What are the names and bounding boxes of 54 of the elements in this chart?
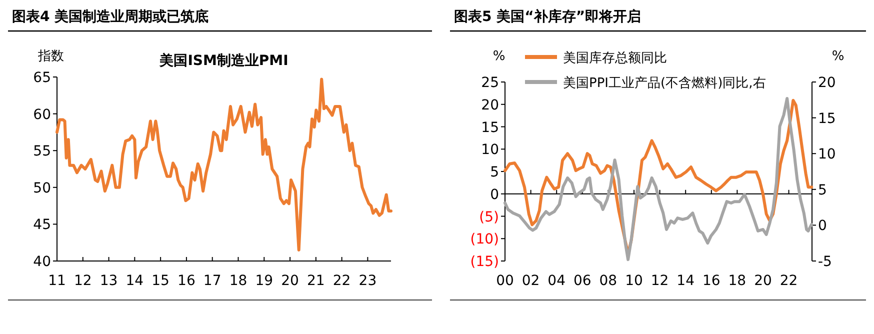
y-tick-label: 50 [33, 180, 51, 196]
y-tick-label: 0 [490, 186, 499, 203]
x-tick-label: 15 [152, 273, 170, 289]
x-tick-label: 16 [178, 273, 196, 289]
x-tick-label: 06 [573, 273, 592, 289]
legend-label: 美国PPI工业产品(不含燃料)同比,右 [563, 75, 766, 91]
x-tick-label: 11 [48, 273, 66, 289]
y-tick-label: 65 [33, 70, 51, 86]
x-tick-label: 20 [281, 273, 299, 289]
legend-label: 美国库存总额同比 [563, 50, 667, 66]
x-tick-label: 20 [754, 273, 772, 289]
y-axis-title: % [492, 49, 506, 64]
x-tick-label: 12 [74, 273, 92, 289]
x-tick-label: 04 [548, 273, 566, 289]
y2-tick-label: 10 [818, 146, 836, 163]
y-tick-label: 10 [481, 142, 499, 158]
y-tick-label: (5) [479, 209, 499, 226]
x-tick-label: 00 [496, 273, 514, 289]
x-tick-label: 23 [358, 273, 377, 289]
x-tick-label: 18 [728, 273, 746, 289]
y2-tick-label: -5 [818, 254, 832, 270]
chart-title: 图表5 美国“补库存”即将开启 [454, 8, 642, 25]
x-tick-label: 13 [100, 273, 118, 289]
y2-tick-label: 0 [818, 218, 827, 234]
x-tick-label: 10 [625, 273, 643, 289]
chart-title: 图表4 美国制造业周期或已筑底 [12, 8, 209, 25]
y2-tick-label: 15 [818, 110, 836, 127]
y-tick-label: 55 [33, 144, 51, 160]
x-tick-label: 21 [307, 273, 325, 289]
x-tick-label: 14 [676, 273, 695, 289]
x-tick-label: 18 [229, 273, 248, 289]
x-tick-label: 17 [203, 273, 222, 289]
y2-tick-label: 20 [818, 75, 836, 91]
y2-axis-title: % [832, 49, 844, 64]
y-tick-label: (15) [470, 254, 499, 270]
x-tick-label: 19 [255, 273, 274, 289]
y-tick-label: 45 [33, 217, 51, 234]
x-tick-label: 08 [599, 273, 618, 289]
y-tick-label: 5 [490, 164, 499, 180]
y-tick-label: 40 [33, 254, 51, 270]
x-tick-label: 12 [650, 273, 669, 289]
y-tick-label: (10) [470, 232, 499, 248]
x-tick-label: 16 [702, 273, 720, 289]
x-tick-label: 02 [522, 273, 540, 289]
y-tick-label: 20 [481, 97, 499, 114]
x-tick-label: 22 [332, 273, 351, 289]
y-tick-label: 60 [33, 106, 51, 123]
y-tick-label: 25 [481, 75, 499, 91]
x-tick-label: 22 [780, 273, 798, 289]
y-tick-label: 15 [481, 120, 499, 136]
y2-tick-label: 5 [818, 182, 827, 198]
y-axis-title: 指数 [37, 49, 64, 64]
chart-subtitle: 美国ISM制造业PMI [158, 52, 288, 69]
x-tick-label: 14 [126, 273, 144, 289]
